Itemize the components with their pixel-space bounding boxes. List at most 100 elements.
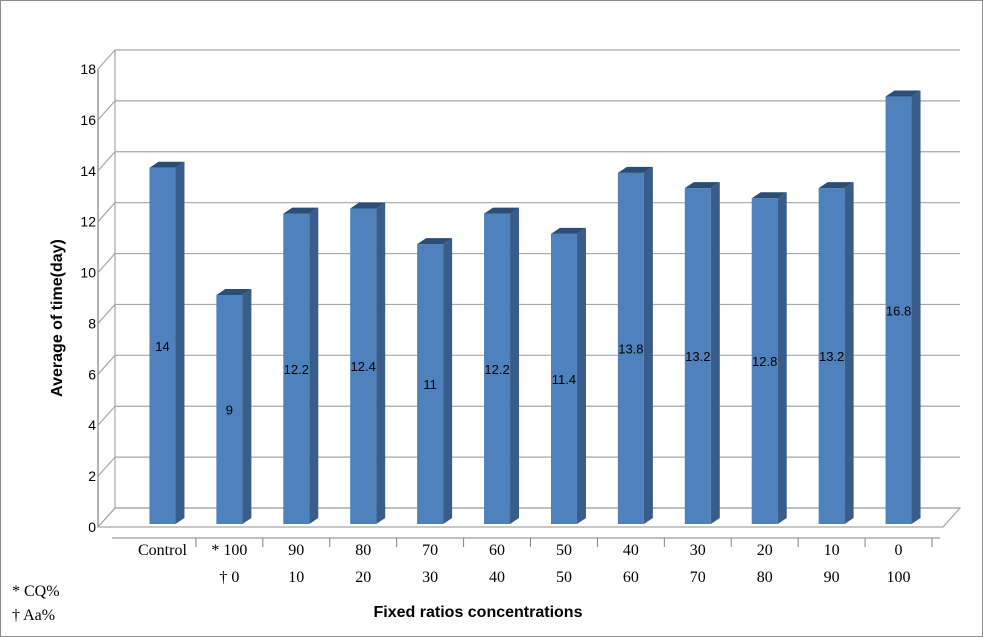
- x-tick-label: 30: [690, 542, 706, 559]
- y-tick-label: 2: [88, 468, 96, 484]
- x-tick-label-secondary: 10: [288, 569, 304, 586]
- bar-top: [283, 207, 319, 214]
- y-tick-label: 6: [88, 366, 96, 382]
- bar: [751, 192, 787, 525]
- bar-top: [684, 182, 720, 189]
- bar-side: [844, 182, 854, 524]
- x-tick-label-secondary: † 0: [219, 569, 239, 586]
- gridline-side: [97, 354, 116, 375]
- bar-side: [510, 207, 520, 525]
- bar-side: [911, 90, 921, 525]
- gridline-side: [97, 100, 116, 121]
- bar: [617, 166, 653, 524]
- bar-front: [684, 188, 711, 524]
- x-axis-title: Fixed ratios concentrations: [374, 604, 583, 621]
- bar-front: [350, 208, 377, 524]
- bar: [684, 182, 720, 524]
- y-tick-label: 12: [80, 214, 96, 230]
- x-tick-label: 50: [556, 542, 572, 559]
- bar: [885, 90, 921, 525]
- x-tick-label: * 100: [211, 542, 247, 559]
- gridline-side: [97, 304, 116, 324]
- gridline-side: [97, 253, 116, 273]
- bar-side: [710, 182, 720, 524]
- bar-data-label: 14: [155, 339, 169, 354]
- y-tick-label: 8: [88, 315, 96, 331]
- y-tick-label: 0: [88, 519, 96, 535]
- bar-top: [550, 227, 586, 234]
- bar-front: [283, 213, 310, 525]
- x-tick-label: 90: [288, 542, 304, 559]
- footnote-cq: * CQ%: [12, 583, 60, 600]
- x-tick-label: 40: [623, 542, 639, 559]
- bar-front: [885, 96, 912, 525]
- bar-top: [350, 202, 386, 209]
- bar-side: [242, 289, 252, 524]
- bar-data-label: 16.8: [886, 303, 911, 318]
- y-tick-label: 10: [80, 265, 96, 281]
- bar-front: [550, 233, 577, 524]
- x-tick-label: 70: [422, 542, 438, 559]
- bar-top: [751, 192, 787, 199]
- bar-front: [484, 213, 511, 525]
- bar-top: [885, 90, 921, 97]
- bar-front: [216, 295, 243, 524]
- bar-top: [216, 289, 252, 295]
- bar-top: [484, 207, 520, 214]
- bar-side: [175, 161, 185, 524]
- bar: [550, 227, 586, 524]
- y-tick-label: 18: [80, 61, 96, 77]
- x-tick-label-secondary: 90: [824, 569, 840, 586]
- bar-side: [443, 238, 453, 524]
- y-axis-title: Average of time(day): [49, 239, 66, 397]
- bar-front: [751, 198, 778, 525]
- bar-side: [576, 227, 586, 524]
- bar-data-label: 13.2: [819, 349, 844, 364]
- x-tick-label-secondary: 30: [422, 569, 438, 586]
- bar: [216, 289, 252, 524]
- x-tick-label-secondary: 60: [623, 569, 639, 586]
- x-tick-label-secondary: 50: [556, 569, 572, 586]
- bar-top: [617, 166, 653, 173]
- y-tick-label: 4: [88, 417, 96, 433]
- x-tick-label: 80: [355, 542, 371, 559]
- y-tick-label: 14: [80, 163, 96, 179]
- bar-data-label: 11.4: [552, 372, 576, 387]
- bar-data-label: 11: [423, 377, 437, 392]
- gridline-side: [97, 151, 116, 172]
- bar-front: [417, 244, 444, 524]
- floor: [96, 507, 962, 528]
- bar-front: [149, 167, 176, 524]
- x-tick-label: Control: [138, 542, 187, 559]
- gridline-side: [97, 456, 116, 477]
- x-tick-label: 20: [757, 542, 773, 559]
- x-tick-label: 0: [895, 542, 903, 559]
- x-tick-label: 60: [489, 542, 505, 559]
- bar-data-label: 12.4: [351, 359, 376, 374]
- x-tick-label-secondary: 20: [355, 569, 371, 586]
- y-tick-label: 16: [80, 112, 96, 128]
- bar-data-label: 13.2: [685, 349, 710, 364]
- bar-side: [376, 202, 386, 524]
- bar: [417, 238, 453, 524]
- bar: [350, 202, 386, 524]
- gridline-side: [97, 202, 116, 223]
- x-tick-label-secondary: 40: [489, 569, 505, 586]
- bar-side: [643, 166, 653, 524]
- bar-front: [617, 172, 644, 524]
- bar-top: [149, 161, 185, 168]
- x-tick-label-secondary: 100: [887, 569, 911, 586]
- gridline-side: [97, 49, 116, 70]
- bar-top: [818, 182, 854, 189]
- footnote-aa: † Aa%: [12, 607, 55, 624]
- x-tick-label-secondary: 70: [690, 569, 706, 586]
- gridline-side: [97, 405, 116, 426]
- bar-data-label: 12.2: [484, 362, 509, 377]
- bar-data-label: 12.2: [284, 362, 309, 377]
- bar-data-label: 12.8: [752, 354, 777, 369]
- bar: [283, 207, 319, 525]
- x-tick-label-secondary: 80: [757, 569, 773, 586]
- x-tick-label: 10: [824, 542, 840, 559]
- bar-side: [777, 192, 787, 525]
